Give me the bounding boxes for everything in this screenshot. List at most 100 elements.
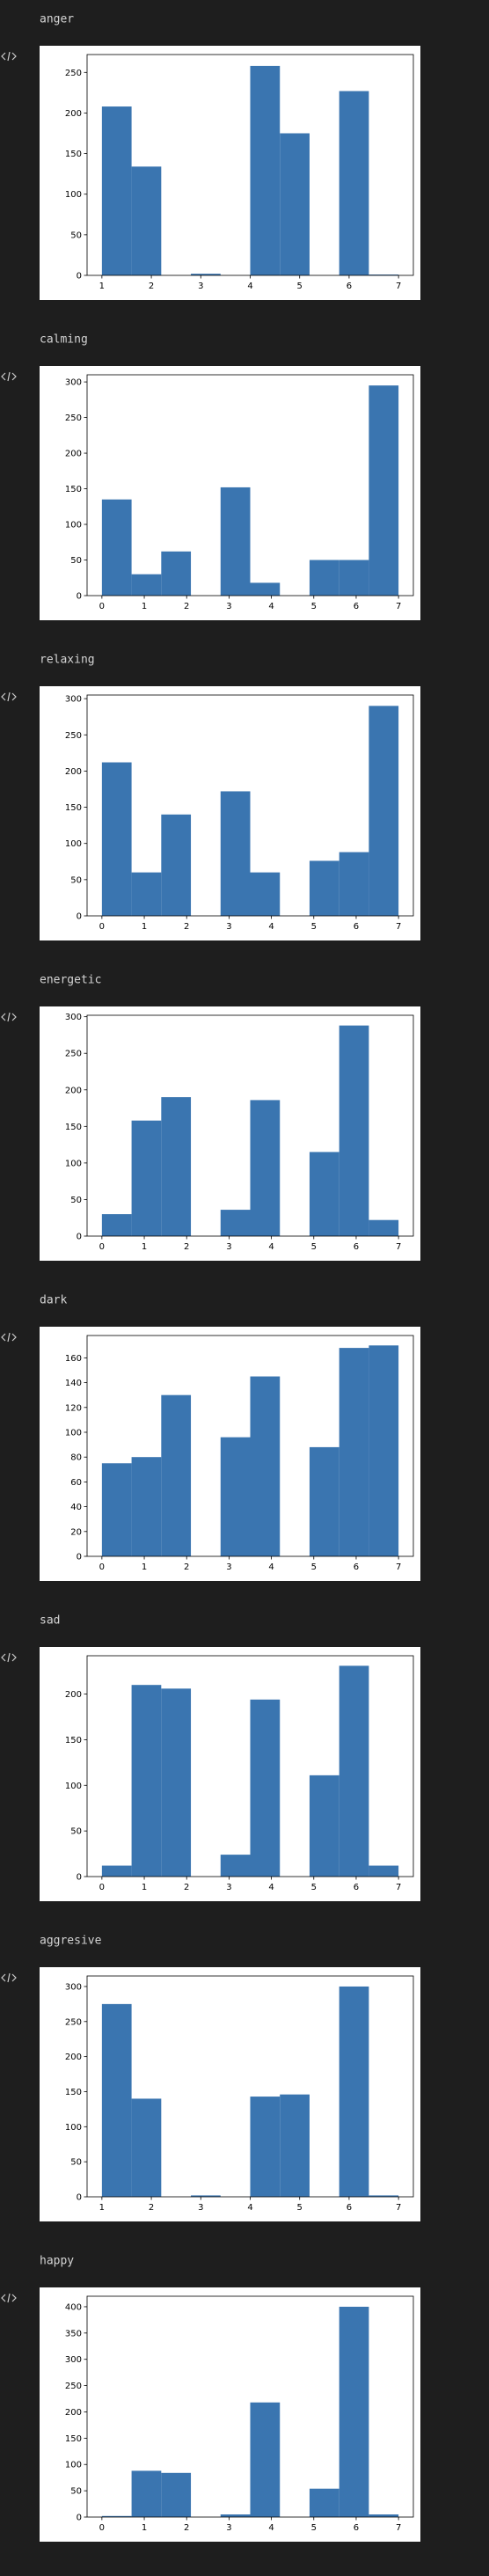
histogram-bar [131,2470,162,2517]
y-tick-label: 150 [65,1736,82,1745]
x-tick-label: 5 [311,1562,317,1572]
cell-label: anger [40,13,74,26]
y-tick-label: 50 [70,1827,82,1837]
cell: happy 0 50 100 150 200 250 300 350 400 0 1 2 3 4 5 6 7 [1,2255,420,2542]
histogram-bar [369,1219,399,1236]
histogram-bar [161,2472,192,2517]
x-tick-label: 4 [268,602,274,611]
x-tick-label: 2 [184,1562,189,1572]
y-tick-label: 100 [65,190,82,200]
y-tick-label: 300 [65,1013,82,1022]
y-tick-label: 0 [77,912,82,922]
axes-frame [86,1655,414,1877]
x-tick-label: 2 [149,2203,154,2213]
x-tick-label: 2 [184,1242,189,1252]
x-tick-label: 6 [354,602,359,611]
x-tick-label: 7 [396,2523,401,2533]
y-tick-label: 100 [65,839,82,849]
y-tick-label: 200 [65,2053,82,2062]
histogram-bar [131,1120,162,1236]
y-tick-label: 0 [77,1233,82,1242]
x-tick-label: 5 [311,1883,317,1892]
cell-label: calming [40,333,88,347]
code-icon [1,1332,17,1343]
histogram-bar [339,1665,369,1877]
x-tick-label: 2 [184,602,189,611]
histogram-bar [339,1348,369,1556]
y-tick-label: 150 [65,2088,82,2097]
histogram-bar [339,91,369,276]
histogram-bar [309,560,339,596]
axes-frame [86,374,414,596]
x-tick-label: 5 [311,602,317,611]
x-tick-label: 5 [297,282,303,291]
histogram-bar [339,2306,369,2517]
histogram-bar [280,2094,310,2197]
code-icon [1,2293,17,2303]
y-tick-label: 200 [65,450,82,459]
y-tick-label: 100 [65,2123,82,2133]
histogram-bar [369,1865,399,1877]
histogram-bar [131,574,162,596]
x-tick-label: 6 [347,282,352,291]
histogram-bar [309,1152,339,1236]
x-tick-label: 1 [142,1242,147,1252]
y-tick-label: 150 [65,150,82,159]
x-tick-label: 2 [184,2523,189,2533]
histogram-bar [250,872,281,916]
y-tick-label: 100 [65,1159,82,1168]
x-tick-label: 2 [184,922,189,932]
histogram-bar [101,1463,132,1556]
x-tick-label: 3 [226,2523,231,2533]
x-tick-label: 4 [247,282,252,291]
y-tick-label: 200 [65,1086,82,1095]
histogram-bar [161,1097,192,1236]
histogram-bar [101,2003,132,2197]
histogram-bar [101,106,132,275]
x-tick-label: 6 [354,1562,359,1572]
x-tick-label: 3 [198,282,203,291]
y-tick-label: 0 [77,2193,82,2203]
x-tick-label: 6 [354,2523,359,2533]
x-tick-label: 5 [297,2203,303,2213]
y-tick-label: 250 [65,2382,82,2391]
cell: calming 0 50 100 150 200 250 300 0 1 2 3 4 5 6 7 [1,333,420,620]
x-tick-label: 1 [142,602,147,611]
histogram-bar [369,385,399,596]
cell-label: sad [40,1614,60,1628]
x-tick-label: 7 [396,602,401,611]
y-tick-label: 250 [65,413,82,423]
histogram-bar [339,560,369,596]
x-tick-label: 1 [142,1562,147,1572]
y-tick-label: 50 [70,875,82,885]
histogram-bar [309,1775,339,1877]
x-tick-label: 1 [142,1883,147,1892]
cell: energetic 0 50 100 150 200 250 300 0 1 2 3 4 5 6 7 [1,974,420,1261]
histogram-bar [339,852,369,916]
y-tick-label: 50 [70,231,82,240]
histogram-bar [250,2097,281,2197]
histogram-bar [369,2514,399,2517]
histogram-bar [191,274,221,275]
y-tick-label: 300 [65,695,82,705]
y-tick-label: 400 [65,2302,82,2312]
code-icon [1,1012,17,1022]
x-tick-label: 2 [184,1883,189,1892]
histogram-bar [161,551,192,596]
y-tick-label: 50 [70,1196,82,1205]
x-tick-label: 1 [142,2523,147,2533]
cell-label: aggresive [40,1935,102,1948]
x-tick-label: 0 [99,602,105,611]
histogram-bar [131,2098,162,2197]
y-tick-label: 250 [65,2017,82,2027]
x-tick-label: 5 [311,922,317,932]
y-tick-label: 100 [65,1428,82,1438]
histogram-bar [250,582,281,596]
histogram-bar [369,2195,399,2197]
y-tick-label: 350 [65,2329,82,2338]
histogram-bar [369,1345,399,1556]
cell: relaxing 0 50 100 150 200 250 300 0 1 2 3 4 5 6 7 [1,654,420,940]
x-tick-label: 6 [354,922,359,932]
x-tick-label: 3 [198,2203,203,2213]
histogram-bar [101,2515,132,2517]
